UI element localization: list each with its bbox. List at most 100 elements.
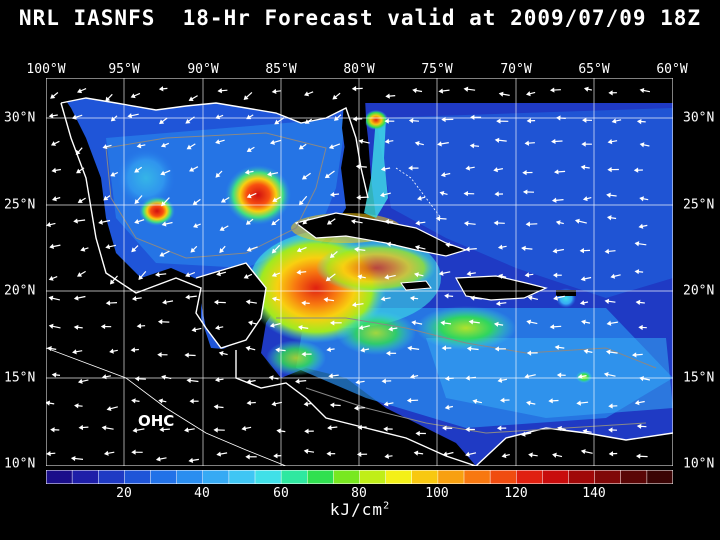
wind-arrow-head: [303, 448, 309, 454]
wind-arrow-head: [185, 294, 190, 300]
units-exponent: 2: [383, 500, 391, 512]
wind-arrow-head: [109, 348, 114, 354]
colorbar-cell: [568, 470, 596, 484]
wind-arrow-head: [441, 116, 446, 123]
wind-arrow-head: [77, 272, 83, 277]
wind-arrow-head: [580, 449, 586, 455]
wind-arrow-head: [581, 141, 586, 147]
wind-arrow-head: [555, 220, 561, 226]
wind-arrow-head: [304, 119, 310, 124]
wind-arrow-head: [470, 295, 475, 301]
wind-arrow-head: [130, 347, 136, 353]
wind-arrow-head: [605, 349, 611, 355]
colorbar-tick-label: 60: [273, 486, 289, 501]
colorbar-cell: [202, 470, 230, 484]
wind-arrow-head: [407, 345, 412, 351]
wind-arrow-head: [301, 174, 308, 180]
wind-arrow-head: [379, 192, 385, 198]
wind-arrow-head: [384, 274, 389, 280]
lat-label: 15°N: [4, 370, 36, 386]
wind-arrow-head: [409, 373, 415, 379]
wind-arrow-head: [357, 274, 363, 280]
lon-label: 75°W: [421, 62, 453, 77]
wind-arrow-head: [639, 376, 645, 382]
wind-arrow-head: [409, 295, 415, 301]
wind-arrow-head: [185, 118, 191, 124]
wind-arrow-head: [134, 168, 140, 173]
wind-arrow-head: [350, 218, 356, 225]
wind-arrow-head: [414, 272, 419, 278]
wind-arrow-head: [383, 426, 388, 432]
wind-arrow-head: [157, 319, 163, 325]
wind-arrow-head: [465, 375, 470, 381]
wind-arrow-head: [214, 377, 220, 383]
wind-arrow-head: [216, 451, 222, 457]
wind-arrow-head: [358, 324, 364, 330]
wind-arrow-head: [103, 450, 109, 456]
wind-arrow-head: [73, 324, 79, 330]
land-cuba: [296, 213, 466, 256]
wind-arrow-head: [463, 220, 469, 227]
lat-label: 20°N: [683, 283, 715, 299]
colorbar-cell: [124, 470, 152, 484]
lat-label: 20°N: [4, 283, 36, 299]
wind-arrow-head: [501, 453, 507, 459]
wind-arrow-head: [131, 449, 136, 455]
wind-arrow-head: [583, 86, 589, 92]
wind-arrow-head: [243, 273, 249, 279]
wind-arrow-head: [381, 378, 386, 384]
lon-label: 85°W: [265, 62, 297, 77]
wind-arrow-head: [184, 352, 189, 358]
wind-arrow-head: [51, 167, 57, 173]
wind-arrow-head: [380, 166, 386, 172]
wind-arrow-head: [463, 86, 469, 92]
wind-arrow-head: [439, 190, 445, 196]
wind-arrow-head: [246, 378, 252, 385]
wind-arrow-head: [158, 86, 164, 92]
wind-arrow-head: [106, 406, 112, 412]
lat-label: 15°N: [683, 370, 715, 386]
wind-arrow-head: [551, 138, 556, 145]
wind-arrow-head: [360, 347, 365, 353]
wind-arrow-head: [246, 114, 252, 120]
wind-arrow-head: [577, 373, 583, 379]
wind-arrow-head: [48, 113, 54, 119]
wind-arrow-head: [414, 141, 420, 147]
wind-arrow-head: [500, 397, 505, 403]
wind-arrow-head: [105, 96, 111, 102]
wind-arrow-head: [355, 163, 361, 170]
wind-arrow-head: [437, 141, 442, 147]
wind-arrow-head: [184, 427, 189, 433]
wind-arrow-head: [388, 326, 393, 332]
wind-arrow-head: [160, 170, 166, 176]
wind-arrow-head: [444, 293, 449, 299]
wind-arrow-head: [408, 118, 414, 124]
wind-arrow-head: [604, 298, 610, 304]
wind-arrow-head: [549, 324, 555, 330]
lon-label: 60°W: [656, 62, 688, 77]
lat-label: 10°N: [4, 456, 36, 472]
wind-arrow-head: [608, 451, 614, 457]
colorbar-cell: [620, 470, 648, 484]
wind-arrow-head: [303, 401, 309, 407]
colorbar-cell: [385, 470, 413, 484]
wind-arrow-head: [241, 425, 247, 431]
wind-arrow-head: [582, 428, 588, 434]
wind-arrow-head: [415, 430, 420, 437]
wind-arrow-head: [607, 139, 613, 145]
wind-arrow-head: [110, 116, 116, 122]
wind-arrow-head: [444, 375, 450, 381]
wind-arrow-head: [218, 351, 224, 357]
wind-arrow-head: [215, 114, 221, 120]
wind-arrow-head: [297, 324, 303, 331]
wind-arrow-head: [466, 270, 472, 277]
wind-arrow-head: [110, 171, 116, 177]
wind-arrow-head: [465, 451, 470, 457]
wind-arrow-head: [189, 167, 195, 172]
wind-arrow-head: [245, 299, 251, 305]
colorbar-tick-label: 40: [194, 486, 210, 501]
wind-arrow-head: [271, 88, 277, 94]
colorbar-cell: [594, 470, 622, 484]
colorbar-cell: [437, 470, 465, 484]
wind-arrow-head: [556, 115, 561, 121]
